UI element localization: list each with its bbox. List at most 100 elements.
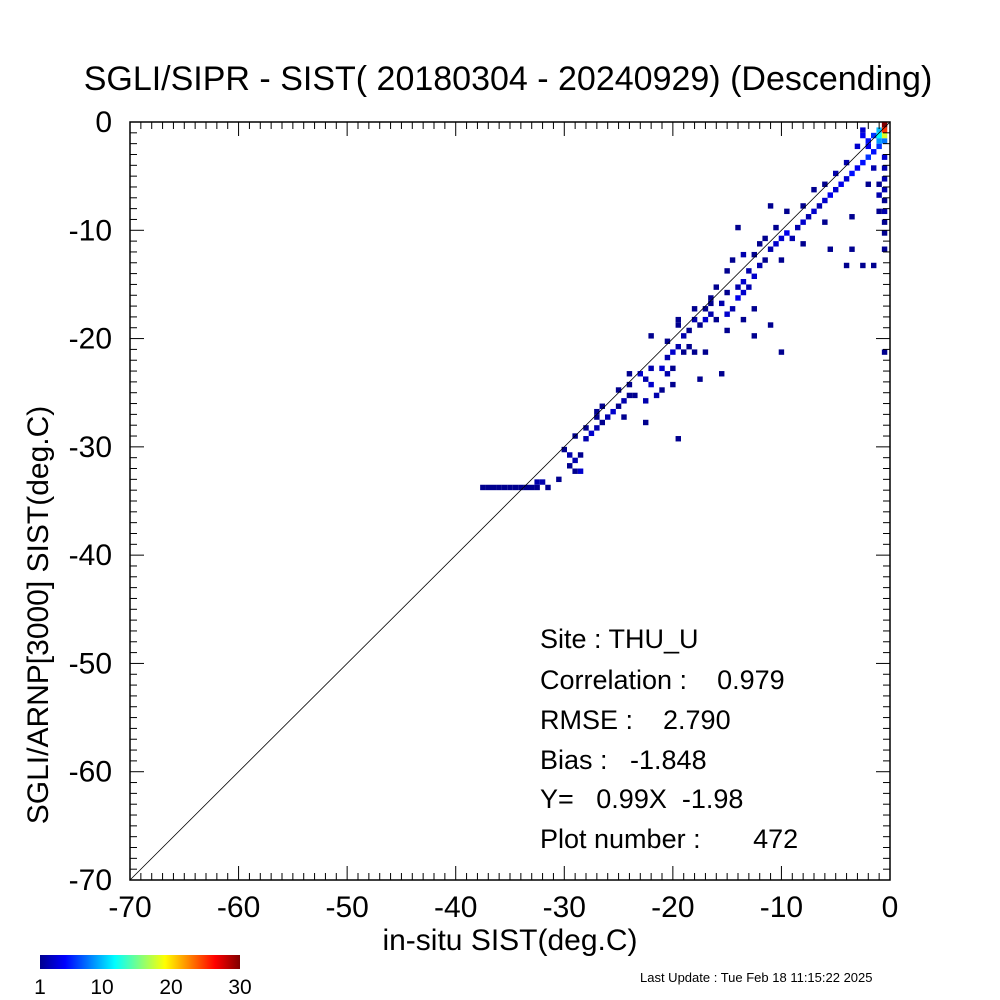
- density-cell: [643, 398, 649, 404]
- density-cell: [599, 403, 605, 409]
- density-cell: [719, 300, 725, 307]
- density-cell: [691, 316, 698, 323]
- colorbar-tick-label: 10: [90, 976, 113, 999]
- density-cell: [767, 203, 774, 209]
- density-cell: [881, 176, 888, 182]
- density-cell: [529, 484, 535, 491]
- density-cell: [615, 387, 622, 393]
- density-cell: [757, 262, 763, 269]
- density-cell: [643, 376, 649, 382]
- density-cell: [735, 295, 741, 301]
- density-cell: [545, 484, 551, 491]
- axis-ticks: [129, 121, 891, 881]
- colorbar-tick-label: 20: [159, 976, 182, 999]
- y-tick-label: -10: [69, 214, 112, 247]
- density-cell: [702, 306, 709, 312]
- density-cell: [480, 484, 486, 491]
- y-tick-label: 0: [95, 106, 112, 139]
- density-cell: [740, 279, 747, 285]
- density-cell: [567, 452, 573, 458]
- density-cell: [811, 208, 817, 215]
- y-axis-label: SGLI/ARNP[3000] SIST(deg.C): [22, 406, 55, 825]
- density-cell: [881, 122, 888, 128]
- density-cell: [675, 322, 681, 328]
- y-tick-label: -30: [69, 431, 112, 464]
- density-cell: [881, 219, 888, 225]
- density-cell: [871, 132, 877, 139]
- density-cell: [833, 170, 839, 177]
- y-tick-label: -20: [69, 323, 112, 356]
- density-cell: [686, 327, 692, 334]
- density-cell: [767, 246, 774, 252]
- density-cell: [670, 365, 676, 372]
- density-cell: [735, 284, 741, 290]
- density-cell: [860, 132, 866, 139]
- density-cell: [778, 235, 785, 242]
- density-cell: [876, 208, 882, 215]
- density-cell: [572, 457, 578, 464]
- density-cell: [881, 197, 888, 204]
- colorbar: 1 10 20 30: [34, 955, 252, 999]
- density-cell: [860, 127, 866, 133]
- density-cell: [724, 289, 730, 296]
- density-cell: [833, 186, 839, 193]
- colorbar-tick-labels: 1 10 20 30: [34, 976, 252, 999]
- density-cell: [854, 165, 861, 171]
- density-cell: [751, 333, 757, 339]
- density-cell: [664, 338, 671, 344]
- density-cell: [827, 192, 833, 198]
- x-tick-label: -40: [434, 891, 477, 924]
- density-cell: [800, 203, 806, 209]
- density-cell: [702, 349, 709, 355]
- density-cell: [713, 284, 719, 290]
- density-cell: [621, 414, 627, 420]
- density-cell: [805, 214, 812, 220]
- density-cell: [724, 268, 730, 274]
- last-update-text: Last Update : Tue Feb 18 11:15:22 2025: [640, 970, 873, 985]
- x-axis-label: in-situ SIST(deg.C): [382, 924, 637, 957]
- density-cell: [800, 219, 806, 225]
- density-cell: [871, 149, 877, 155]
- density-cell: [501, 484, 508, 491]
- density-cell: [822, 197, 828, 204]
- density-cell: [865, 138, 871, 144]
- density-cells: [480, 122, 888, 491]
- density-cell: [881, 165, 888, 171]
- density-cell: [843, 262, 850, 269]
- stats-box: Site : THU_U Correlation : 0.979 RMSE : …: [540, 624, 798, 854]
- density-cell: [789, 235, 795, 242]
- density-cell: [648, 333, 654, 339]
- density-cell: [881, 154, 888, 160]
- density-cell: [637, 371, 643, 377]
- density-cell: [871, 262, 877, 269]
- density-cell: [843, 159, 850, 166]
- density-cell: [876, 132, 882, 139]
- density-cell: [626, 381, 633, 388]
- density-cell: [876, 138, 882, 144]
- density-cell: [860, 159, 866, 166]
- density-cell: [876, 127, 882, 133]
- density-cell: [626, 392, 633, 399]
- density-cell: [599, 419, 605, 426]
- density-cell: [854, 143, 861, 150]
- density-cell: [561, 446, 567, 453]
- x-tick-label: -70: [108, 891, 151, 924]
- density-cell: [778, 257, 785, 263]
- x-tick-label: -60: [217, 891, 260, 924]
- density-cell: [664, 371, 671, 377]
- density-cell: [865, 143, 871, 150]
- density-cell: [849, 246, 855, 252]
- density-cell: [881, 186, 888, 193]
- density-cell: [626, 371, 633, 377]
- density-cell: [827, 246, 833, 252]
- density-cell: [740, 289, 747, 296]
- density-cell: [751, 306, 757, 312]
- density-cell: [691, 306, 698, 312]
- density-cell: [860, 262, 866, 269]
- one-to-one-line: [129, 121, 891, 881]
- x-tick-labels: -70 -60 -50 -40 -30 -20 -10 0: [108, 891, 898, 924]
- density-cell: [523, 484, 529, 491]
- density-cell: [686, 343, 692, 350]
- density-cell: [670, 349, 676, 355]
